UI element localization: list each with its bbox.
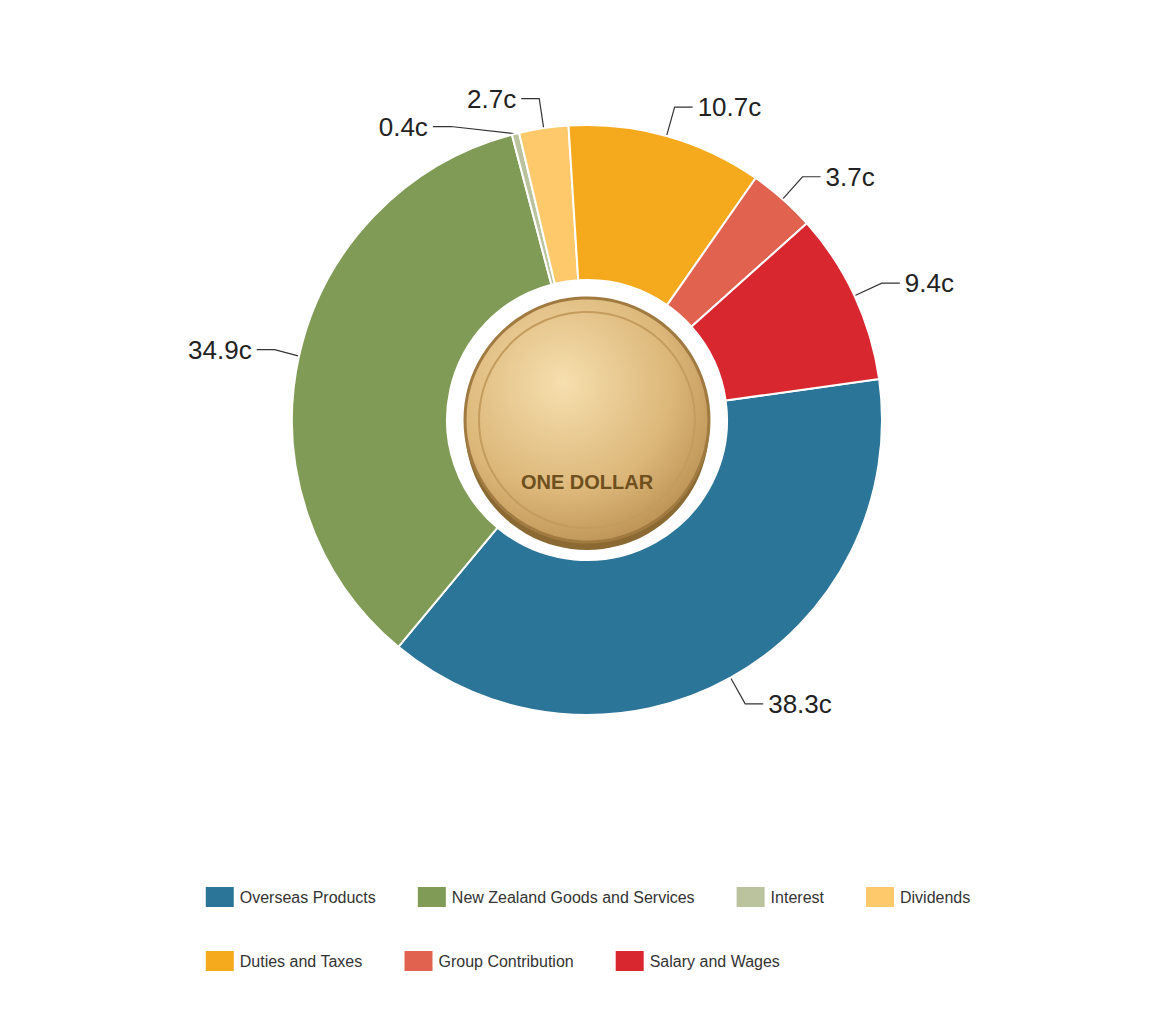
svg-text:Group Contribution: Group Contribution [439,953,574,970]
svg-text:Dividends: Dividends [900,889,970,906]
svg-text:ONE DOLLAR: ONE DOLLAR [521,471,654,493]
svg-text:Salary and Wages: Salary and Wages [650,953,780,970]
svg-text:2.7c: 2.7c [467,84,516,114]
svg-text:New Zealand Goods and Services: New Zealand Goods and Services [452,889,695,906]
svg-text:34.9c: 34.9c [188,335,252,365]
svg-text:0.4c: 0.4c [379,112,428,142]
svg-text:3.7c: 3.7c [826,162,875,192]
svg-text:9.4c: 9.4c [905,268,954,298]
svg-text:38.3c: 38.3c [768,689,832,719]
svg-text:Interest: Interest [771,889,825,906]
svg-text:Duties and Taxes: Duties and Taxes [240,953,362,970]
svg-text:Overseas Products: Overseas Products [240,889,376,906]
svg-text:10.7c: 10.7c [698,92,762,122]
